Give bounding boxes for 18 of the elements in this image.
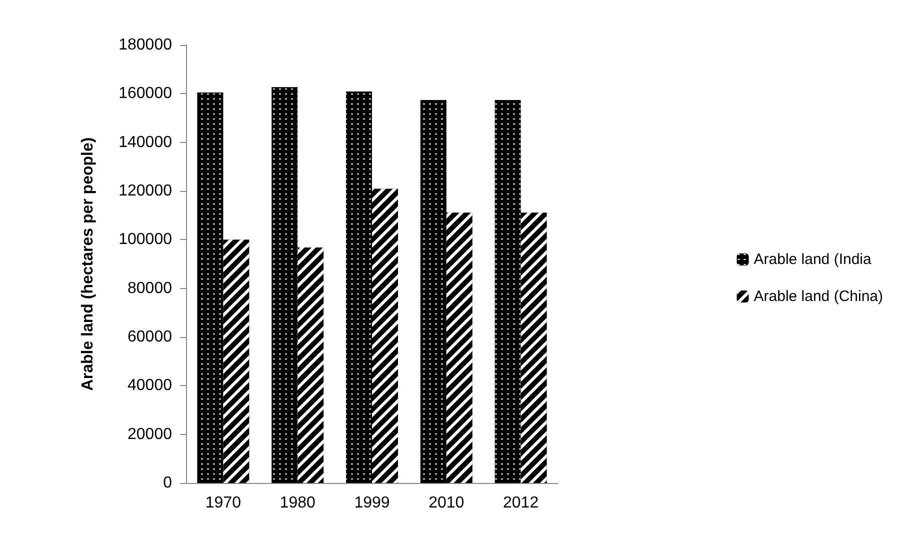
y-tick-label: 160000 [118,85,172,102]
y-tick-label: 20000 [128,426,172,443]
y-tick-label: 180000 [118,36,172,54]
x-tick-label: 1999 [354,494,390,512]
y-tick-label: 120000 [118,182,172,200]
legend-label: Arable land (China) [754,288,884,305]
legend-label: Arable land (India [754,251,872,268]
x-tick-label: 2012 [503,494,539,512]
y-tick-label: 40000 [128,377,172,394]
x-tick-label: 2010 [428,494,464,512]
y-tick-label: 100000 [118,231,172,248]
y-tick-label: 80000 [128,280,172,297]
y-tick-label: 0 [163,474,172,492]
x-tick-label: 1980 [280,494,316,512]
x-tick-label: 1970 [205,494,242,512]
y-axis-title: Arable land (hectares per people) [80,137,96,391]
y-tick-label: 140000 [118,134,172,151]
y-tick-label: 60000 [128,328,172,346]
